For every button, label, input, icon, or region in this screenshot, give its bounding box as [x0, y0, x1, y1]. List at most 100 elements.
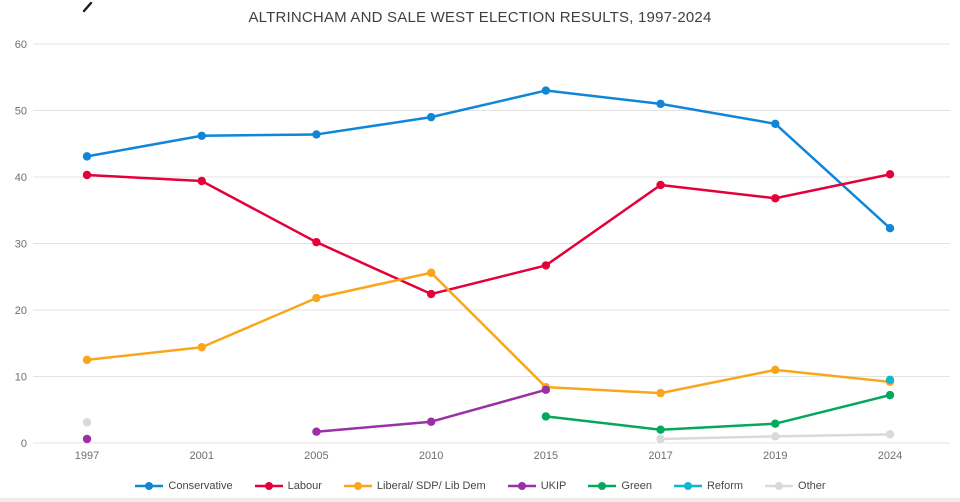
- legend-item-reform: Reform: [673, 480, 743, 492]
- data-point: [541, 385, 551, 394]
- series-segment: [85, 134, 203, 158]
- series-segment: [774, 122, 892, 230]
- data-point: [656, 434, 665, 444]
- series-liberal-sdp-lib-dem: [82, 268, 895, 398]
- data-point: [426, 289, 436, 299]
- plot-area: 0 10 20 30 40 50 60 1997 2001 2005 2010 2015 2017 201…: [15, 1, 950, 462]
- data-point: [197, 131, 206, 140]
- series-segment: [429, 271, 548, 389]
- legend-dot: [683, 482, 692, 490]
- data-point: [656, 388, 665, 398]
- series-ukip: [82, 385, 551, 444]
- legend-dot: [353, 482, 362, 490]
- data-point: [771, 365, 780, 375]
- series-segment: [429, 89, 548, 119]
- data-point: [82, 170, 92, 180]
- y-tick-label: 50: [15, 106, 27, 118]
- screen-artifact-mark: [82, 1, 93, 13]
- data-point: [656, 99, 665, 109]
- data-point: [541, 412, 551, 421]
- series-segment: [659, 368, 777, 395]
- legend-item-conservative: Conservative: [134, 480, 233, 492]
- x-tick-label: 2010: [419, 450, 443, 462]
- data-point: [312, 427, 321, 436]
- data-point: [541, 86, 551, 95]
- data-point: [656, 180, 665, 190]
- data-point: [885, 430, 895, 439]
- series-segment: [544, 415, 662, 431]
- series-conservative: [82, 86, 895, 233]
- legend-marker-reform: [673, 482, 702, 490]
- series-segment: [200, 179, 318, 244]
- x-tick-label: 2005: [304, 450, 328, 462]
- data-point: [771, 194, 780, 203]
- bottom-edge-strip: [0, 498, 960, 502]
- data-point: [656, 425, 665, 434]
- legend-item-liberal-sdp-lib-dem: Liberal/ SDP/ Lib Dem: [343, 480, 486, 492]
- data-point: [82, 152, 92, 161]
- data-point: [312, 237, 321, 247]
- series-segment: [774, 393, 892, 425]
- x-tick-label: 2019: [763, 450, 787, 462]
- legend-item-labour: Labour: [254, 480, 322, 492]
- legend-marker-ukip: [507, 482, 536, 490]
- y-tick-label: 60: [15, 39, 27, 51]
- series-segment: [315, 271, 433, 300]
- legend-label-liberal-sdp-lib-dem: Liberal/ SDP/ Lib Dem: [376, 480, 486, 492]
- legend-marker-labour: [254, 482, 283, 490]
- series-segment: [659, 183, 777, 200]
- data-point: [426, 112, 436, 122]
- x-tick-label: 2001: [189, 450, 213, 462]
- legend-dot: [264, 482, 273, 490]
- legend-item-ukip: UKIP: [507, 480, 566, 492]
- series-segment: [200, 133, 318, 138]
- x-tick-label: 2017: [648, 450, 672, 462]
- legend-marker-other: [765, 482, 794, 490]
- y-tick-label: 40: [15, 172, 27, 184]
- legend-dot: [517, 482, 526, 490]
- series-segment: [774, 173, 892, 200]
- x-tick-label: 2024: [878, 450, 902, 462]
- series-segment: [429, 264, 548, 296]
- data-point: [771, 432, 780, 441]
- data-point: [885, 375, 895, 385]
- y-tick-label: 30: [15, 239, 27, 251]
- series-segment: [659, 435, 777, 441]
- series-reform: [885, 375, 895, 385]
- series-segment: [544, 385, 662, 395]
- legend-label-other: Other: [798, 480, 826, 492]
- legend-dot: [145, 482, 154, 490]
- data-point: [197, 176, 206, 186]
- chart-title: ALTRINCHAM AND SALE WEST ELECTION RESULT…: [248, 9, 712, 26]
- series-segment: [315, 115, 433, 136]
- series-segment: [659, 422, 777, 431]
- series-segment: [659, 102, 777, 126]
- chart-legend: Conservative Labour Liberal/ SDP/ Lib Dem U…: [0, 480, 960, 492]
- data-point: [771, 419, 780, 428]
- series-labour: [82, 170, 895, 299]
- series-other: [82, 418, 895, 444]
- series-segment: [315, 240, 433, 296]
- data-point: [82, 418, 92, 427]
- series-segment: [774, 368, 892, 384]
- data-point: [541, 261, 551, 270]
- legend-item-other: Other: [764, 480, 826, 492]
- series-segment: [85, 345, 203, 362]
- x-tick-label: 1997: [75, 450, 99, 462]
- series-segment: [315, 420, 433, 433]
- series-segment: [200, 296, 318, 349]
- data-point: [82, 434, 92, 444]
- data-point: [771, 119, 780, 128]
- legend-label-labour: Labour: [287, 480, 322, 492]
- legend-marker-green: [588, 482, 617, 490]
- y-tick-label: 20: [15, 305, 27, 317]
- legend-label-reform: Reform: [706, 480, 744, 492]
- legend-item-green: Green: [587, 480, 652, 492]
- legend-dot: [598, 482, 607, 490]
- series-green: [541, 390, 895, 434]
- data-point: [197, 343, 206, 352]
- y-tick-label: 0: [21, 438, 27, 450]
- y-tick-label: 10: [15, 372, 27, 384]
- data-point: [885, 224, 895, 233]
- series-segment: [544, 183, 662, 267]
